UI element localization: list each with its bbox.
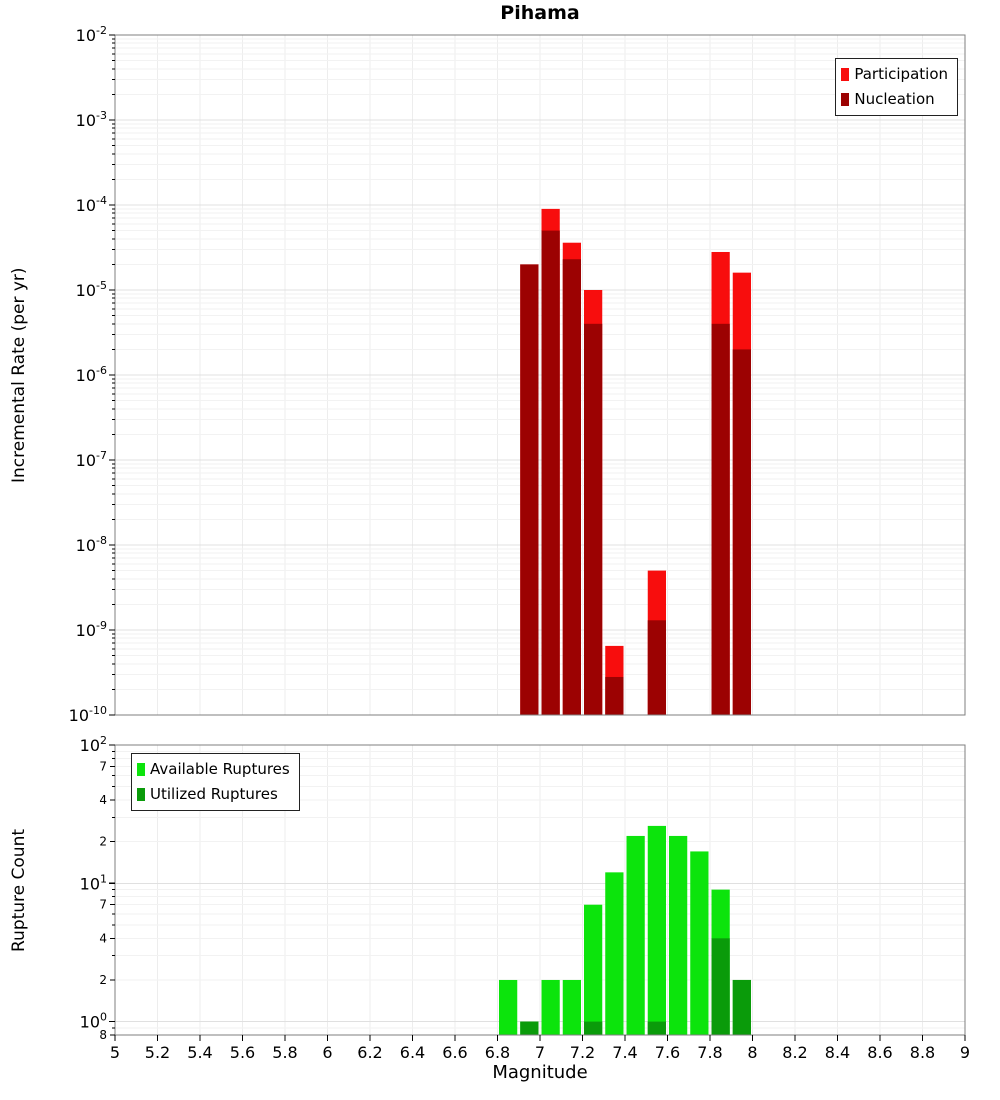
svg-text:6.4: 6.4 — [400, 1043, 425, 1062]
y-axis-label-count: Rupture Count — [9, 828, 29, 952]
bar-nucleation-m7.95 — [732, 349, 751, 715]
svg-text:102: 102 — [80, 734, 107, 755]
bar-available-ruptures-m6.85 — [499, 979, 518, 1035]
rate-panel: 10-2 10-3 10-4 10-5 10-6 10-7 10-8 10-9 10-10 — [69, 24, 966, 725]
svg-text:7: 7 — [99, 759, 107, 773]
svg-text:6: 6 — [322, 1043, 332, 1062]
legend-label-utilized-ruptures: Utilized Ruptures — [150, 785, 278, 803]
bars — [499, 825, 751, 1035]
svg-text:10-3: 10-3 — [76, 109, 107, 130]
svg-text:10-9: 10-9 — [76, 619, 107, 640]
bar-utilized-ruptures-m7.95 — [732, 979, 751, 1035]
svg-text:7.4: 7.4 — [612, 1043, 637, 1062]
svg-text:10-8: 10-8 — [76, 534, 107, 555]
legend-item-available-ruptures: Available Ruptures — [137, 757, 290, 782]
x-axis-label: Magnitude — [492, 1062, 588, 1083]
svg-text:4: 4 — [99, 793, 107, 807]
svg-text:4: 4 — [99, 931, 107, 945]
legend-count-panel: Available Ruptures Utilized Ruptures — [131, 753, 300, 811]
bar-utilized-ruptures-m7.85 — [711, 938, 730, 1035]
bar-nucleation-m7.15 — [562, 259, 581, 715]
legend-item-participation: Participation — [841, 62, 948, 87]
bar-nucleation-m7.35 — [605, 676, 624, 715]
bar-utilized-ruptures-m7.55 — [647, 1021, 666, 1035]
bar-utilized-ruptures-m7.25 — [584, 1021, 603, 1035]
svg-text:6.6: 6.6 — [442, 1043, 467, 1062]
participation-swatch-icon — [841, 68, 850, 81]
legend-item-nucleation: Nucleation — [841, 87, 948, 112]
legend-label-participation: Participation — [854, 65, 948, 83]
svg-text:7.2: 7.2 — [570, 1043, 595, 1062]
svg-text:7.6: 7.6 — [655, 1043, 680, 1062]
svg-text:5.6: 5.6 — [230, 1043, 255, 1062]
bars — [520, 208, 751, 716]
bar-available-ruptures-m7.25 — [584, 904, 603, 1035]
bar-available-ruptures-m7.35 — [605, 872, 624, 1035]
bar-available-ruptures-m7.75 — [690, 851, 709, 1035]
svg-text:7: 7 — [535, 1043, 545, 1062]
nucleation-swatch-icon — [841, 93, 850, 106]
gridlines — [115, 745, 965, 1035]
bar-available-ruptures-m7.45 — [626, 835, 645, 1035]
svg-text:5: 5 — [110, 1043, 120, 1062]
gridlines — [115, 35, 965, 715]
svg-text:7: 7 — [99, 898, 107, 912]
chart-title: Pihama — [500, 2, 580, 24]
svg-text:2: 2 — [99, 835, 107, 849]
svg-text:6.8: 6.8 — [485, 1043, 510, 1062]
bar-nucleation-m7.25 — [584, 323, 603, 715]
bar-utilized-ruptures-m6.95 — [520, 1021, 539, 1035]
bar-available-ruptures-m7.55 — [647, 825, 666, 1035]
svg-text:8.8: 8.8 — [910, 1043, 935, 1062]
svg-text:10-7: 10-7 — [76, 449, 107, 470]
svg-text:5.8: 5.8 — [272, 1043, 297, 1062]
svg-text:7.8: 7.8 — [697, 1043, 722, 1062]
bar-available-ruptures-m7.05 — [541, 979, 560, 1035]
bar-nucleation-m6.95 — [520, 264, 539, 715]
svg-text:10-5: 10-5 — [76, 279, 107, 300]
y-axis: 10-2 10-3 10-4 10-5 10-6 10-7 10-8 10-9 10-10 — [69, 24, 115, 725]
svg-text:10-6: 10-6 — [76, 364, 107, 385]
svg-text:5.2: 5.2 — [145, 1043, 170, 1062]
svg-text:8.4: 8.4 — [825, 1043, 850, 1062]
utilized-ruptures-swatch-icon — [137, 788, 145, 801]
svg-text:10-2: 10-2 — [76, 24, 107, 45]
available-ruptures-swatch-icon — [137, 763, 145, 776]
legend-item-utilized-ruptures: Utilized Ruptures — [137, 782, 290, 807]
svg-text:8.6: 8.6 — [867, 1043, 892, 1062]
y-axis-label-rate: Incremental Rate (per yr) — [9, 267, 29, 483]
bar-nucleation-m7.85 — [711, 323, 730, 715]
svg-text:101: 101 — [80, 872, 107, 893]
x-axis: 5 5.2 5.4 5.6 5.8 6 6.2 6.4 6.6 6.8 7 7.2 7.4 7.6 7.8 8… — [110, 1035, 970, 1062]
svg-text:2: 2 — [99, 973, 107, 987]
svg-text:10-4: 10-4 — [76, 194, 107, 215]
bar-nucleation-m7.05 — [541, 230, 560, 715]
svg-text:8: 8 — [747, 1043, 757, 1062]
svg-text:8.2: 8.2 — [782, 1043, 807, 1062]
bar-available-ruptures-m7.65 — [669, 835, 688, 1035]
bar-nucleation-m7.55 — [647, 620, 666, 715]
svg-text:9: 9 — [960, 1043, 970, 1062]
svg-text:10-10: 10-10 — [69, 704, 107, 725]
svg-text:6.2: 6.2 — [357, 1043, 382, 1062]
legend-label-nucleation: Nucleation — [854, 90, 935, 108]
svg-text:8: 8 — [99, 1028, 107, 1042]
svg-text:5.4: 5.4 — [187, 1043, 212, 1062]
legend-rate-panel: Participation Nucleation — [835, 58, 958, 116]
legend-label-available-ruptures: Available Ruptures — [150, 760, 290, 778]
bar-available-ruptures-m7.15 — [562, 979, 581, 1035]
